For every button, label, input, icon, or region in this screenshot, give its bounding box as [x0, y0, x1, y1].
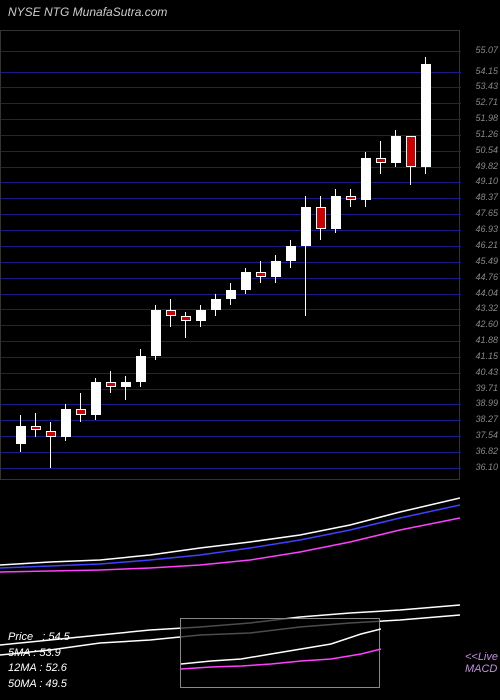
chart-title: NYSE NTG MunafaSutra.com [8, 5, 167, 19]
inset-line-1 [181, 629, 381, 664]
inset-svg [181, 619, 381, 689]
ma12-row: 12MA : 52.6 [8, 661, 70, 676]
price-axis-labels: 55.0754.1553.4352.7151.9851.2650.5449.82… [460, 30, 500, 480]
inset-macd-box [180, 618, 380, 688]
macd-live-label: <<Live MACD [465, 651, 498, 675]
main-candlestick-chart[interactable] [0, 30, 460, 480]
price-row: Price : 54.5 [8, 630, 70, 645]
ma5-row: 5MA : 53.9 [8, 646, 70, 661]
ma-svg [0, 490, 460, 580]
ma50-row: 50MA : 49.5 [8, 677, 70, 692]
chart-container: NYSE NTG MunafaSutra.com 55.0754.1553.43… [0, 0, 500, 700]
moving-average-chart[interactable] [0, 490, 460, 580]
price-info-box: Price : 54.5 5MA : 53.9 12MA : 52.6 50MA… [8, 630, 70, 692]
